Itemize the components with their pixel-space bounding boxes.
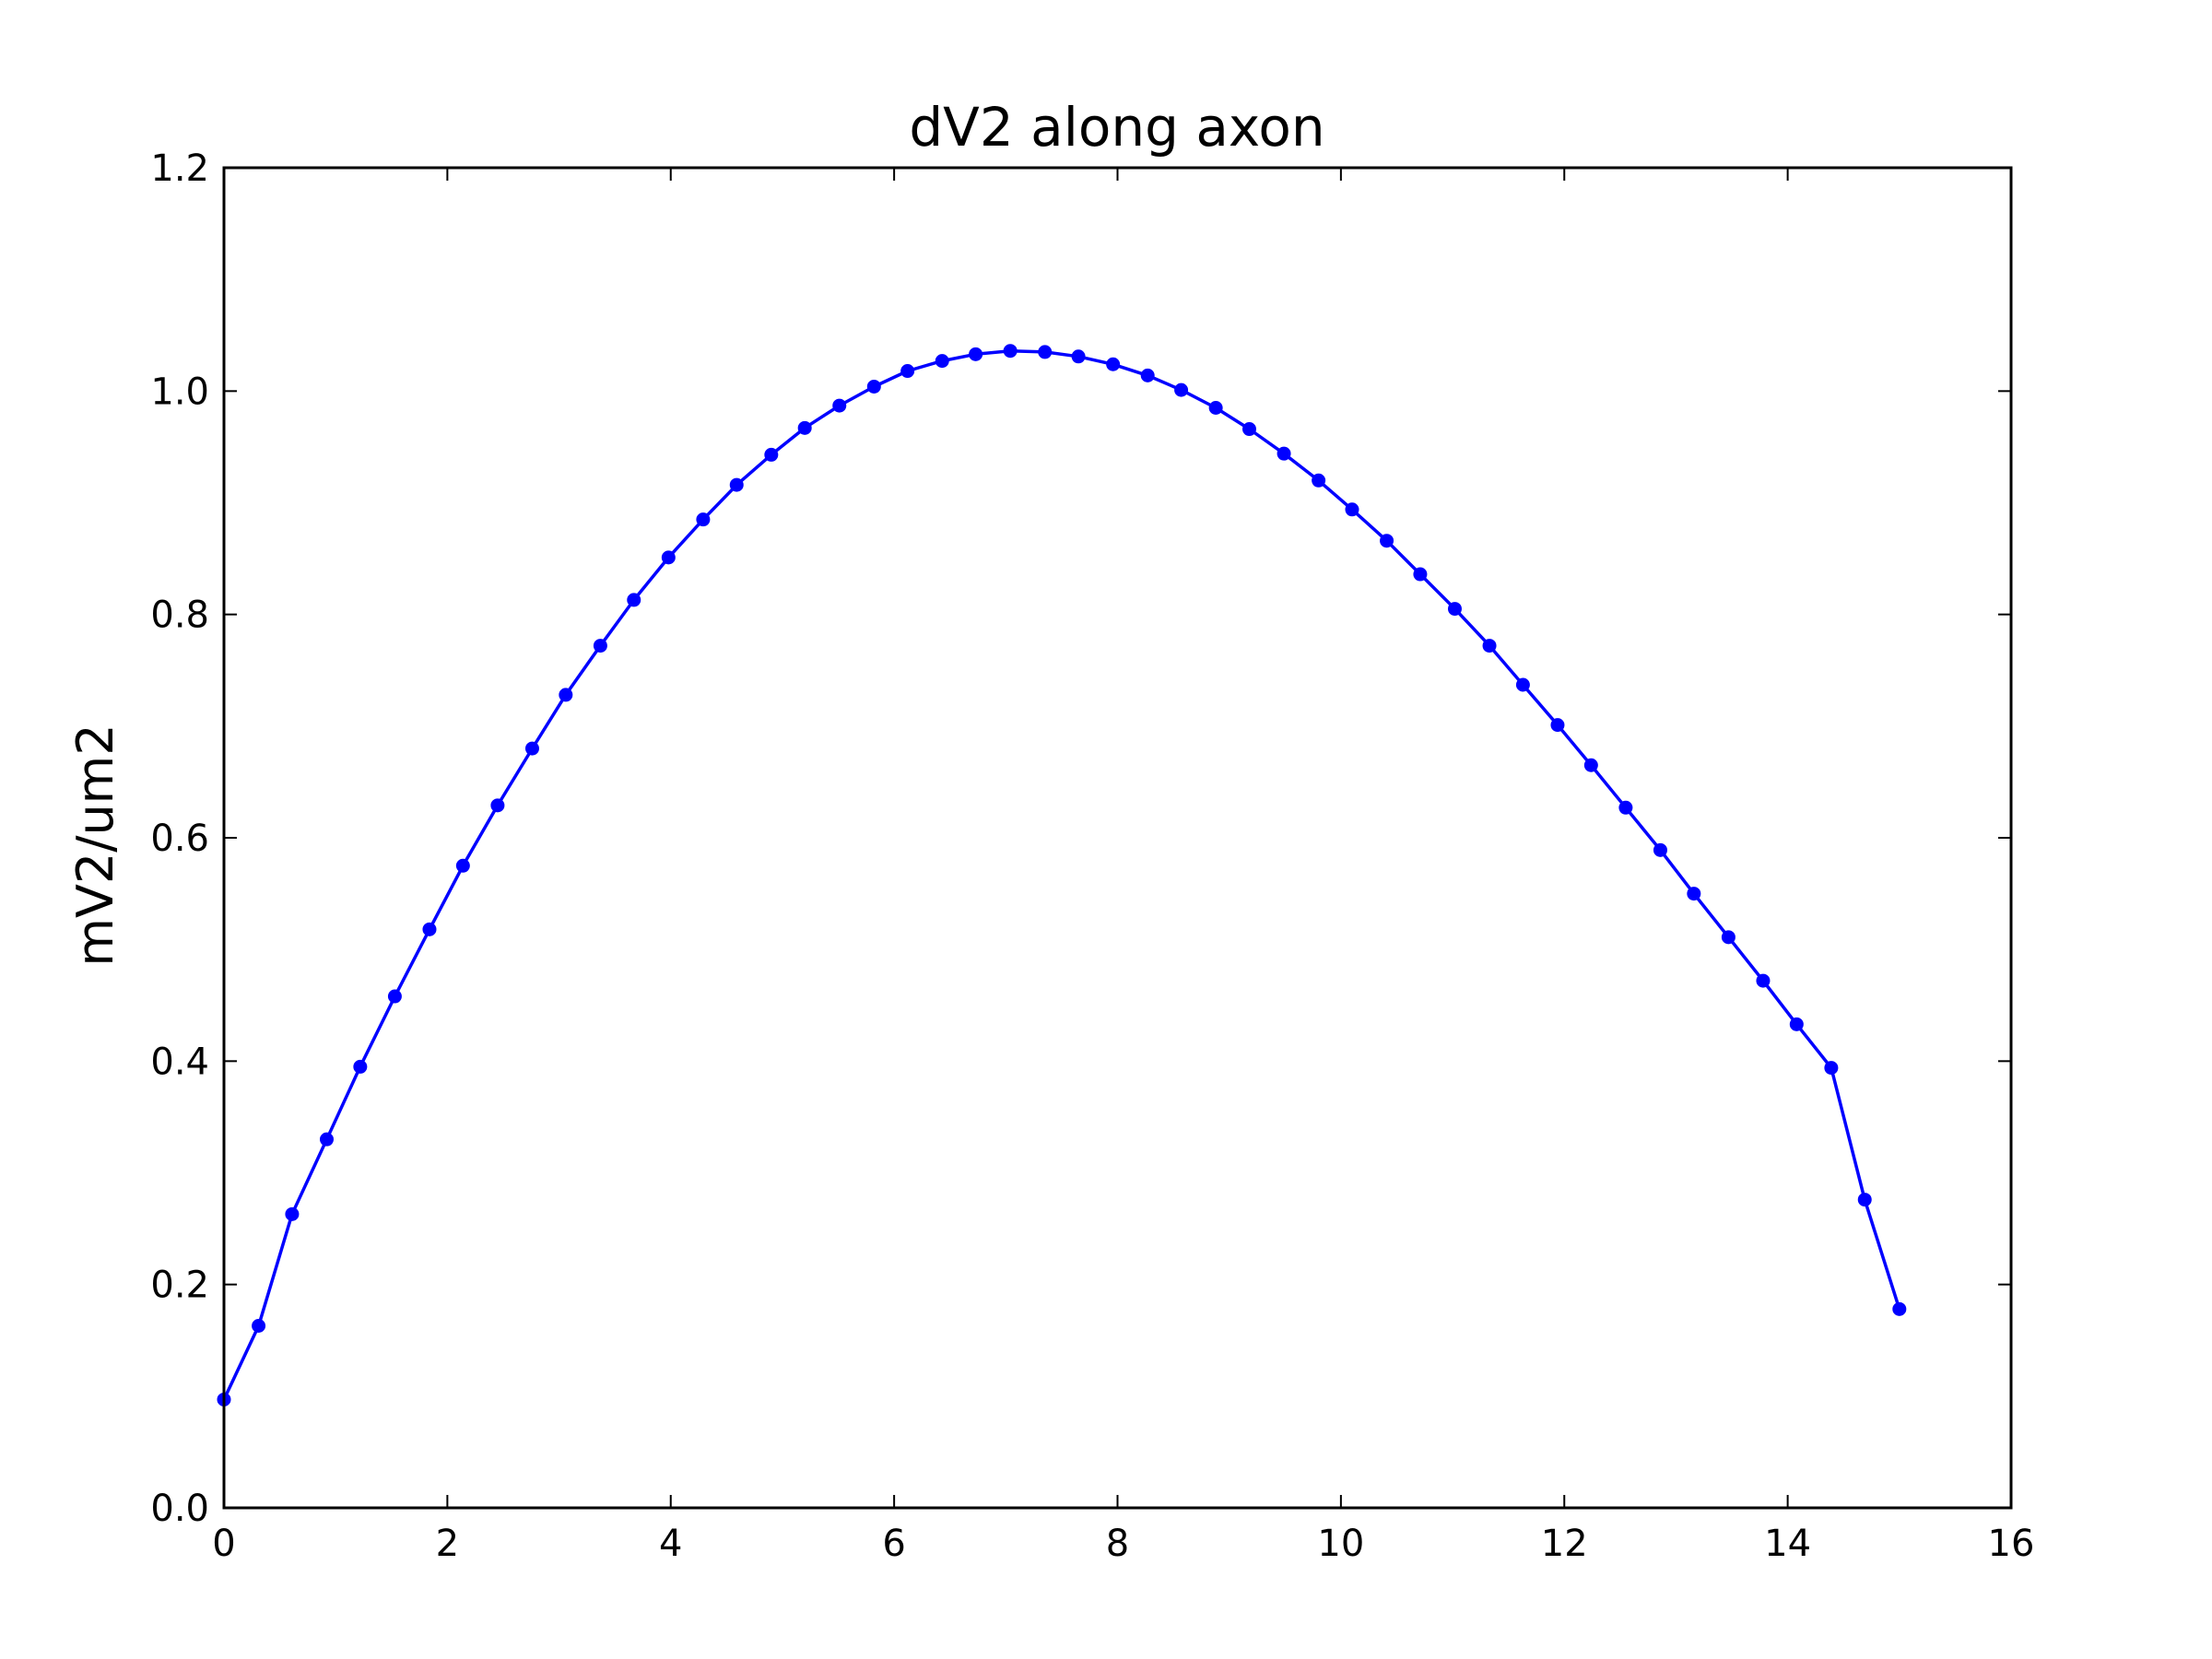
data-point [764,447,779,462]
data-point [797,420,812,435]
y-tick-label: 0.0 [150,1488,209,1530]
data-point [1413,567,1428,582]
x-tick-label: 6 [882,1523,905,1565]
data-point [1140,368,1155,382]
x-tick-label: 14 [1764,1523,1811,1565]
data-point [1380,534,1394,548]
y-tick-label: 0.6 [150,818,209,860]
data-point [319,1132,334,1147]
data-point [832,398,847,413]
data-point [1345,502,1359,517]
plot-area-frame [222,166,2013,1510]
chart-title: dV2 along axon [909,96,1324,159]
y-axis-label: mV2/um2 [66,724,124,966]
data-point [1550,718,1565,733]
data-point [1106,357,1121,371]
data-point [285,1206,300,1221]
data-point [866,379,881,394]
x-tick-label: 16 [1988,1523,2035,1565]
data-point [1277,446,1291,461]
data-point [455,858,470,873]
data-point [1756,973,1771,988]
data-point [627,593,641,607]
data-point [559,688,573,702]
x-tick-label: 12 [1541,1523,1588,1565]
data-point [1208,401,1223,416]
y-tick-label: 0.4 [150,1041,209,1083]
data-point [387,989,402,1004]
data-point [1789,1017,1804,1031]
data-point [1618,800,1633,815]
data-point [1515,677,1530,692]
x-tick-label: 4 [659,1523,682,1565]
data-point [1857,1193,1872,1207]
data-point [969,347,983,361]
data-point [661,550,676,565]
data-point [1312,473,1326,488]
data-point [1653,842,1667,857]
data-point [1892,1301,1907,1316]
data-point [1824,1061,1839,1076]
y-tick-label: 0.8 [150,594,209,637]
x-tick-label: 2 [436,1523,459,1565]
x-tick-label: 8 [1106,1523,1129,1565]
data-point [1583,758,1598,772]
data-point [524,741,539,756]
data-point [1447,602,1462,617]
data-point [900,364,915,379]
y-tick-label: 1.2 [150,147,209,190]
data-point [1482,639,1497,653]
data-point [353,1059,368,1074]
data-point [935,354,949,369]
data-point [593,639,607,653]
data-point [696,512,711,527]
data-point [1003,344,1018,359]
data-point [1174,382,1189,397]
x-tick-label: 0 [212,1523,235,1565]
data-point [1721,930,1735,945]
data-point [422,922,437,936]
data-point [729,477,744,492]
y-tick-label: 1.0 [150,371,209,413]
data-point [1038,345,1053,359]
ticks-layer: 0 2 4 6 8 10 12 14 16 0.0 0.2 0.4 0.6 0.8 1.0 1.2 [150,147,2034,1565]
data-point [1687,887,1701,901]
data-point [252,1318,266,1333]
data-point [490,798,505,813]
series-line [222,348,1901,1401]
y-tick-label: 0.2 [150,1265,209,1307]
data-point [1242,422,1257,437]
data-point [1071,349,1086,364]
x-tick-label: 10 [1317,1523,1364,1565]
series-layer [217,344,1907,1406]
